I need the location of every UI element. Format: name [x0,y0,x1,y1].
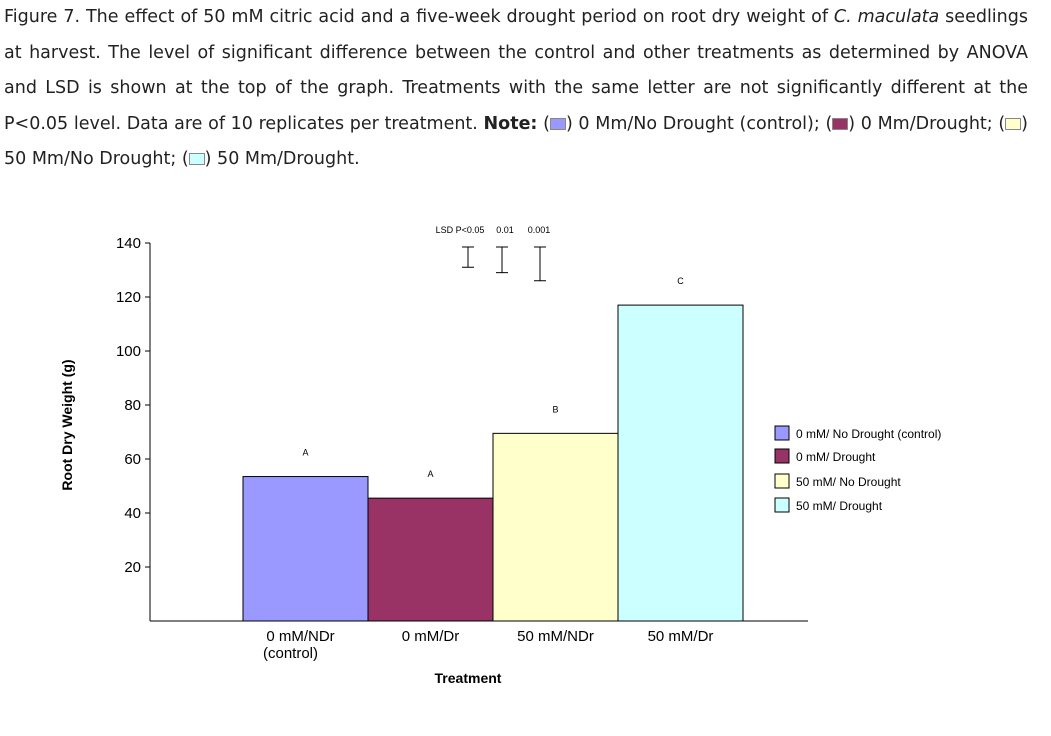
caption-item-1: ) 0 Mm/No Drought (control); ( [565,113,833,134]
y-tick-label: 40 [124,505,141,522]
x-tick-label: 50 mM/NDr [517,628,594,645]
significance-letter: C [677,276,684,286]
swatch-drought [832,117,849,130]
significance-letter: A [427,469,433,479]
legend-label: 50 mM/ No Drought [796,475,901,489]
bar [367,497,494,622]
y-tick-label: 60 [124,451,141,468]
x-tick-label: 50 mM/Dr [648,628,714,645]
y-tick-label: 140 [116,235,141,252]
legend-swatch [774,497,790,513]
legend-label: 0 mM/ Drought [796,450,876,464]
legend-label: 0 mM/ No Drought (control) [796,427,941,441]
y-axis-title: Root Dry Weight (g) [59,359,75,490]
note-label: Note: [483,113,538,134]
figure-label: Figure 7 [4,7,75,27]
caption-text-2: seedlings at harvest. The level of signi… [4,7,1028,134]
lsd-label: LSD P<0.05 [436,225,485,235]
y-tick-label: 80 [124,397,141,414]
caption-item-2: ) 0 Mm/Drought; ( [848,113,1006,134]
bar [242,476,369,622]
caption-item-3: ) 50 Mm/No Drought; ( [4,113,1028,170]
significance-letter: A [302,448,308,458]
figure-caption: Figure 7. The effect of 50 mM citric aci… [4,0,1028,178]
y-tick-label: 120 [116,289,141,306]
bar [492,432,619,622]
y-tick-label: 100 [116,343,141,360]
species-name: C. maculata [833,7,940,27]
x-tick-label: 0 mM/NDr [266,628,334,645]
caption-text-1: . The effect of 50 mM citric acid and a … [74,7,834,27]
lsd-label: 0.01 [496,225,514,235]
legend-swatch [774,448,790,464]
swatch-control [549,117,566,130]
legend-label: 50 mM/ Drought [796,499,883,513]
bar [617,304,744,622]
x-axis-title: Treatment [435,670,502,686]
swatch-citric-no-drought [1005,117,1022,130]
significance-letter: B [552,404,558,414]
legend-swatch [774,473,790,489]
caption-paren: ( [537,113,550,134]
caption-item-4: ) 50 Mm/Drought. [204,149,360,169]
x-tick-label: (control) [263,645,318,662]
swatch-citric-drought [188,153,205,165]
y-tick-label: 20 [124,559,141,576]
x-tick-label: 0 mM/Dr [402,628,460,645]
legend-swatch [774,425,790,441]
lsd-label: 0.001 [528,225,551,235]
